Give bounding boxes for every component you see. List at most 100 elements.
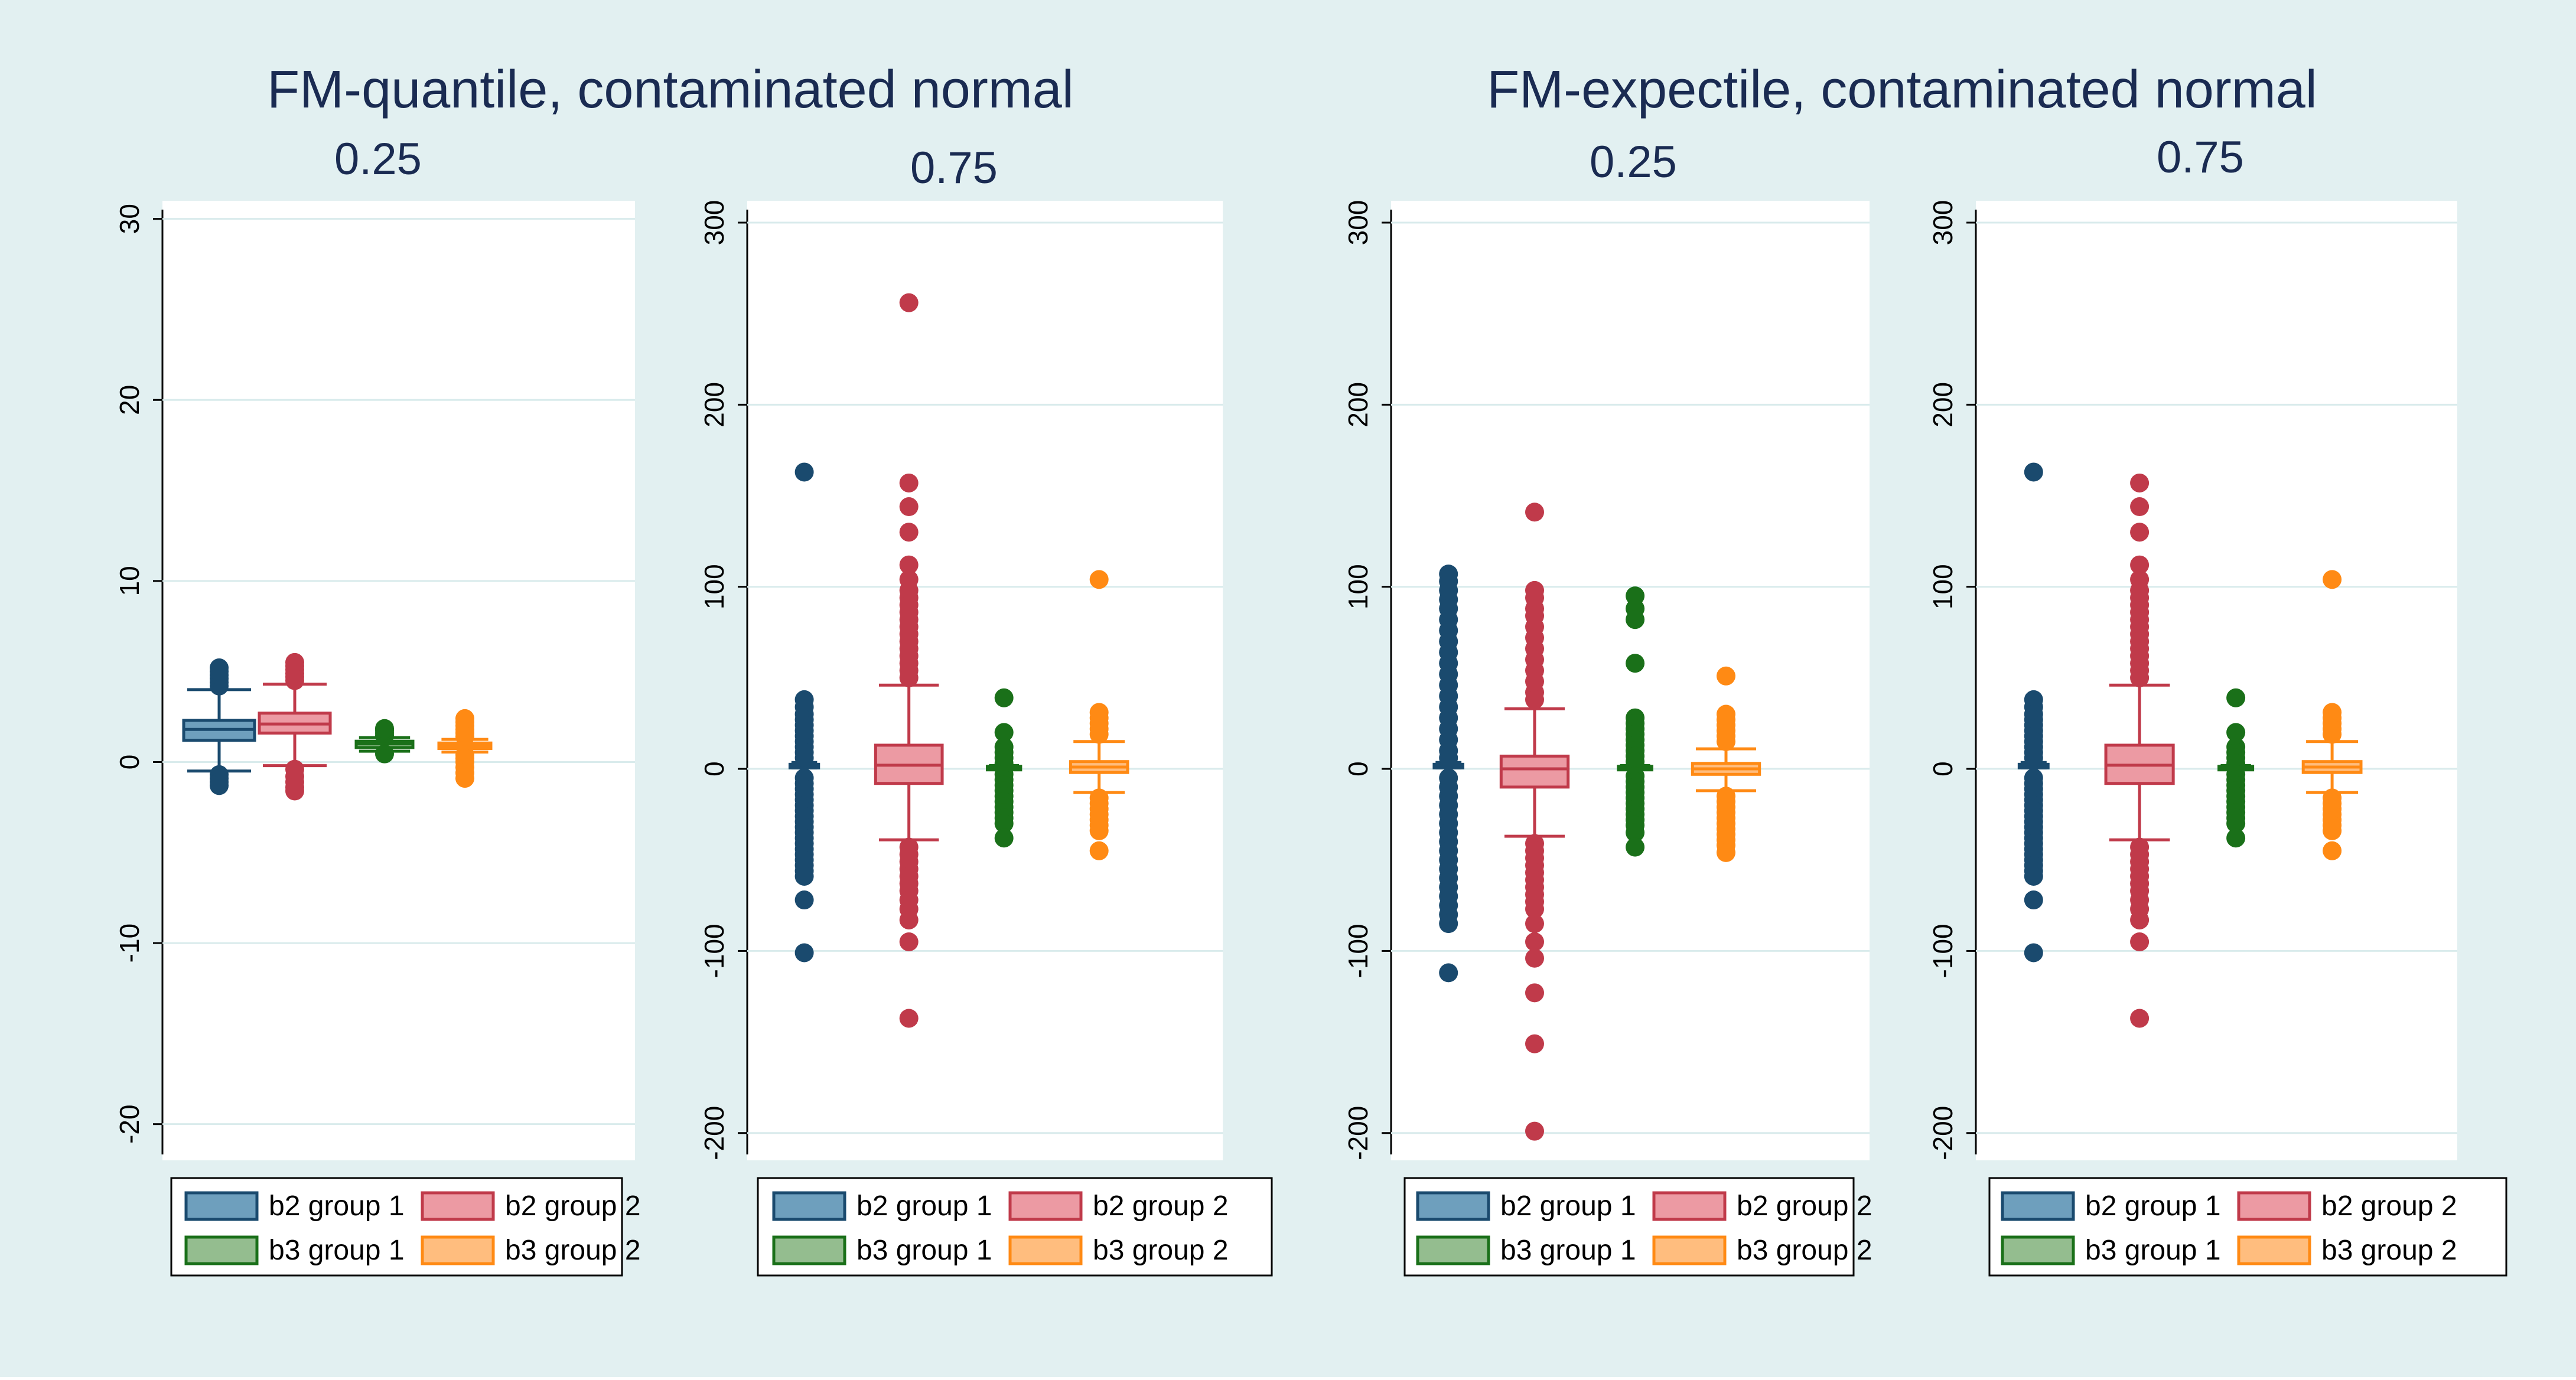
panel-3-boxes xyxy=(1432,503,1761,1141)
panel-3-legend-swatch-b2g2 xyxy=(1652,1191,1727,1221)
panel-2: 0.75 -200 -100 0 100 200 300 b2 group 1 b2 gr… xyxy=(699,143,1273,1277)
panel-3-plot-area xyxy=(1391,201,1870,1160)
panel-1-legend-label-b3g1: b3 group 1 xyxy=(269,1235,405,1266)
panel-4-box-b3-group-1 xyxy=(2217,688,2255,848)
panel-4-ytick-label: -100 xyxy=(1927,924,1958,978)
outlier-point xyxy=(994,828,1014,848)
panel-3-legend-label-b2g1: b2 group 1 xyxy=(1500,1190,1636,1222)
panel-3-yticks: -200 -100 0 100 200 300 xyxy=(1343,200,1391,1160)
outlier-point xyxy=(210,658,229,678)
panel-2-boxes xyxy=(788,293,1129,1028)
outlier-point xyxy=(2323,841,2342,860)
outlier-point xyxy=(794,748,814,768)
panel-3: 0.25 -200 -100 0 100 200 300 b2 group 1 b2 gr… xyxy=(1343,137,1872,1277)
panel-4-ytick-label: 200 xyxy=(1927,382,1958,428)
panel-3-ytick-label: 0 xyxy=(1343,761,1373,777)
outlier-point xyxy=(1525,899,1544,919)
outlier-point xyxy=(794,866,814,886)
panel-3-ytick-label: 300 xyxy=(1343,200,1373,246)
panel-3-legend-swatch-b3g1 xyxy=(1416,1235,1490,1265)
panel-2-yticks: -200 -100 0 100 200 300 xyxy=(699,200,747,1160)
panel-3-ytick-label: 200 xyxy=(1343,382,1373,428)
outlier-point xyxy=(899,473,919,492)
panel-2-legend: b2 group 1 b2 group 2 b3 group 1 b3 grou… xyxy=(757,1177,1273,1277)
panel-1-box-b3-group-1 xyxy=(354,719,415,764)
outlier-point xyxy=(899,555,919,575)
outlier-point xyxy=(2024,462,2043,482)
panel-4-title: 0.75 xyxy=(2157,132,2244,182)
panel-4-legend-swatch-b2g1 xyxy=(2001,1191,2075,1221)
panel-2-box-b2-group-2 xyxy=(874,293,944,1028)
panel-2-legend-label-b3g1: b3 group 1 xyxy=(857,1235,992,1266)
panel-4-ytick-label: 100 xyxy=(1927,564,1958,609)
panel-3-legend-swatch-b2g1 xyxy=(1416,1191,1490,1221)
panel-4-yticks: -200 -100 0 100 200 300 xyxy=(1927,200,1976,1160)
panel-4-ytick-label: 300 xyxy=(1927,200,1958,246)
outlier-point xyxy=(2130,555,2150,575)
panel-2-legend-label-b2g2: b2 group 2 xyxy=(1093,1190,1229,1222)
panel-1-legend-swatch-b3g2 xyxy=(421,1235,495,1265)
outlier-point xyxy=(899,932,919,951)
outlier-point xyxy=(1525,914,1544,934)
outlier-point xyxy=(375,744,394,764)
panel-2-legend-swatch-b3g2 xyxy=(1008,1235,1083,1265)
outlier-point xyxy=(1626,752,1645,771)
panel-4-grid xyxy=(1976,221,2457,1134)
section-title-expectile: FM-expectile, contaminated normal xyxy=(1487,60,2317,119)
panel-1-legend-label-b3g2: b3 group 2 xyxy=(505,1235,641,1266)
outlier-point xyxy=(1525,948,1544,968)
outlier-point xyxy=(2323,570,2342,589)
panel-2-box-b3-group-1 xyxy=(986,688,1022,848)
panel-4-legend: b2 group 1 b2 group 2 b3 group 1 b3 grou… xyxy=(1988,1177,2507,1277)
outlier-point xyxy=(899,910,919,929)
outlier-point xyxy=(899,1009,919,1028)
panel-3-box-b2-group-2 xyxy=(1499,503,1570,1141)
panel-1-legend-label-b2g2: b2 group 2 xyxy=(505,1190,641,1222)
outlier-point xyxy=(899,293,919,312)
panel-2-legend-swatch-b3g1 xyxy=(772,1235,846,1265)
outlier-point xyxy=(1439,914,1458,934)
outlier-point xyxy=(794,943,814,963)
panel-3-ytick-label: -200 xyxy=(1343,1106,1373,1160)
section-title-quantile: FM-quantile, contaminated normal xyxy=(267,60,1074,119)
panel-1-boxes xyxy=(182,653,493,801)
panel-3-ytick-label: 100 xyxy=(1343,564,1373,609)
panel-2-ytick-label: -200 xyxy=(699,1106,730,1160)
outlier-point xyxy=(1717,843,1735,862)
panel-2-title: 0.75 xyxy=(910,143,998,193)
panel-2-ytick-label: 200 xyxy=(699,382,730,428)
panel-1-box-b2-group-1 xyxy=(182,658,256,795)
panel-4-box-b3-group-2 xyxy=(2301,570,2363,860)
panel-1-legend: b2 group 1 b2 group 2 b3 group 1 b3 grou… xyxy=(170,1177,641,1277)
outlier-point xyxy=(794,890,814,910)
outlier-point xyxy=(285,781,304,801)
panel-4-legend-swatch-b3g2 xyxy=(2237,1235,2311,1265)
outlier-point xyxy=(794,462,814,482)
panel-1-legend-swatch-b3g1 xyxy=(184,1235,259,1265)
outlier-point xyxy=(1525,1121,1544,1141)
outlier-point xyxy=(2130,497,2150,517)
outlier-point xyxy=(1525,983,1544,1003)
panel-1-title: 0.25 xyxy=(334,134,422,184)
outlier-point xyxy=(2130,1009,2150,1028)
panel-2-box-b3-group-2 xyxy=(1069,570,1129,860)
panel-1-ytick-label: 30 xyxy=(114,204,145,234)
outlier-point xyxy=(1439,963,1458,983)
outlier-point xyxy=(899,523,919,542)
outlier-point xyxy=(899,497,919,517)
panel-2-legend-swatch-b2g2 xyxy=(1008,1191,1083,1221)
outlier-point xyxy=(1626,654,1645,673)
panel-4: 0.75 -200 -100 0 100 200 300 b2 group 1 b2 gr… xyxy=(1927,132,2507,1277)
outlier-point xyxy=(2024,748,2043,768)
outlier-point xyxy=(1626,837,1645,857)
panel-4-legend-label-b3g2: b3 group 2 xyxy=(2321,1235,2457,1266)
panel-4-legend-swatch-b3g1 xyxy=(2001,1235,2075,1265)
panel-1-ytick-label: -20 xyxy=(114,1104,145,1143)
outlier-point xyxy=(2323,821,2342,840)
outlier-point xyxy=(2226,828,2246,848)
panel-3-title: 0.25 xyxy=(1590,137,1677,187)
panel-1: 0.25 -20 -10 0 10 20 30 b2 group 1 b2 group 2… xyxy=(114,134,641,1277)
panel-4-legend-label-b3g1: b3 group 1 xyxy=(2085,1235,2221,1266)
panel-3-box-b2-group-1 xyxy=(1432,565,1464,983)
panel-4-ytick-label: 0 xyxy=(1927,761,1958,777)
